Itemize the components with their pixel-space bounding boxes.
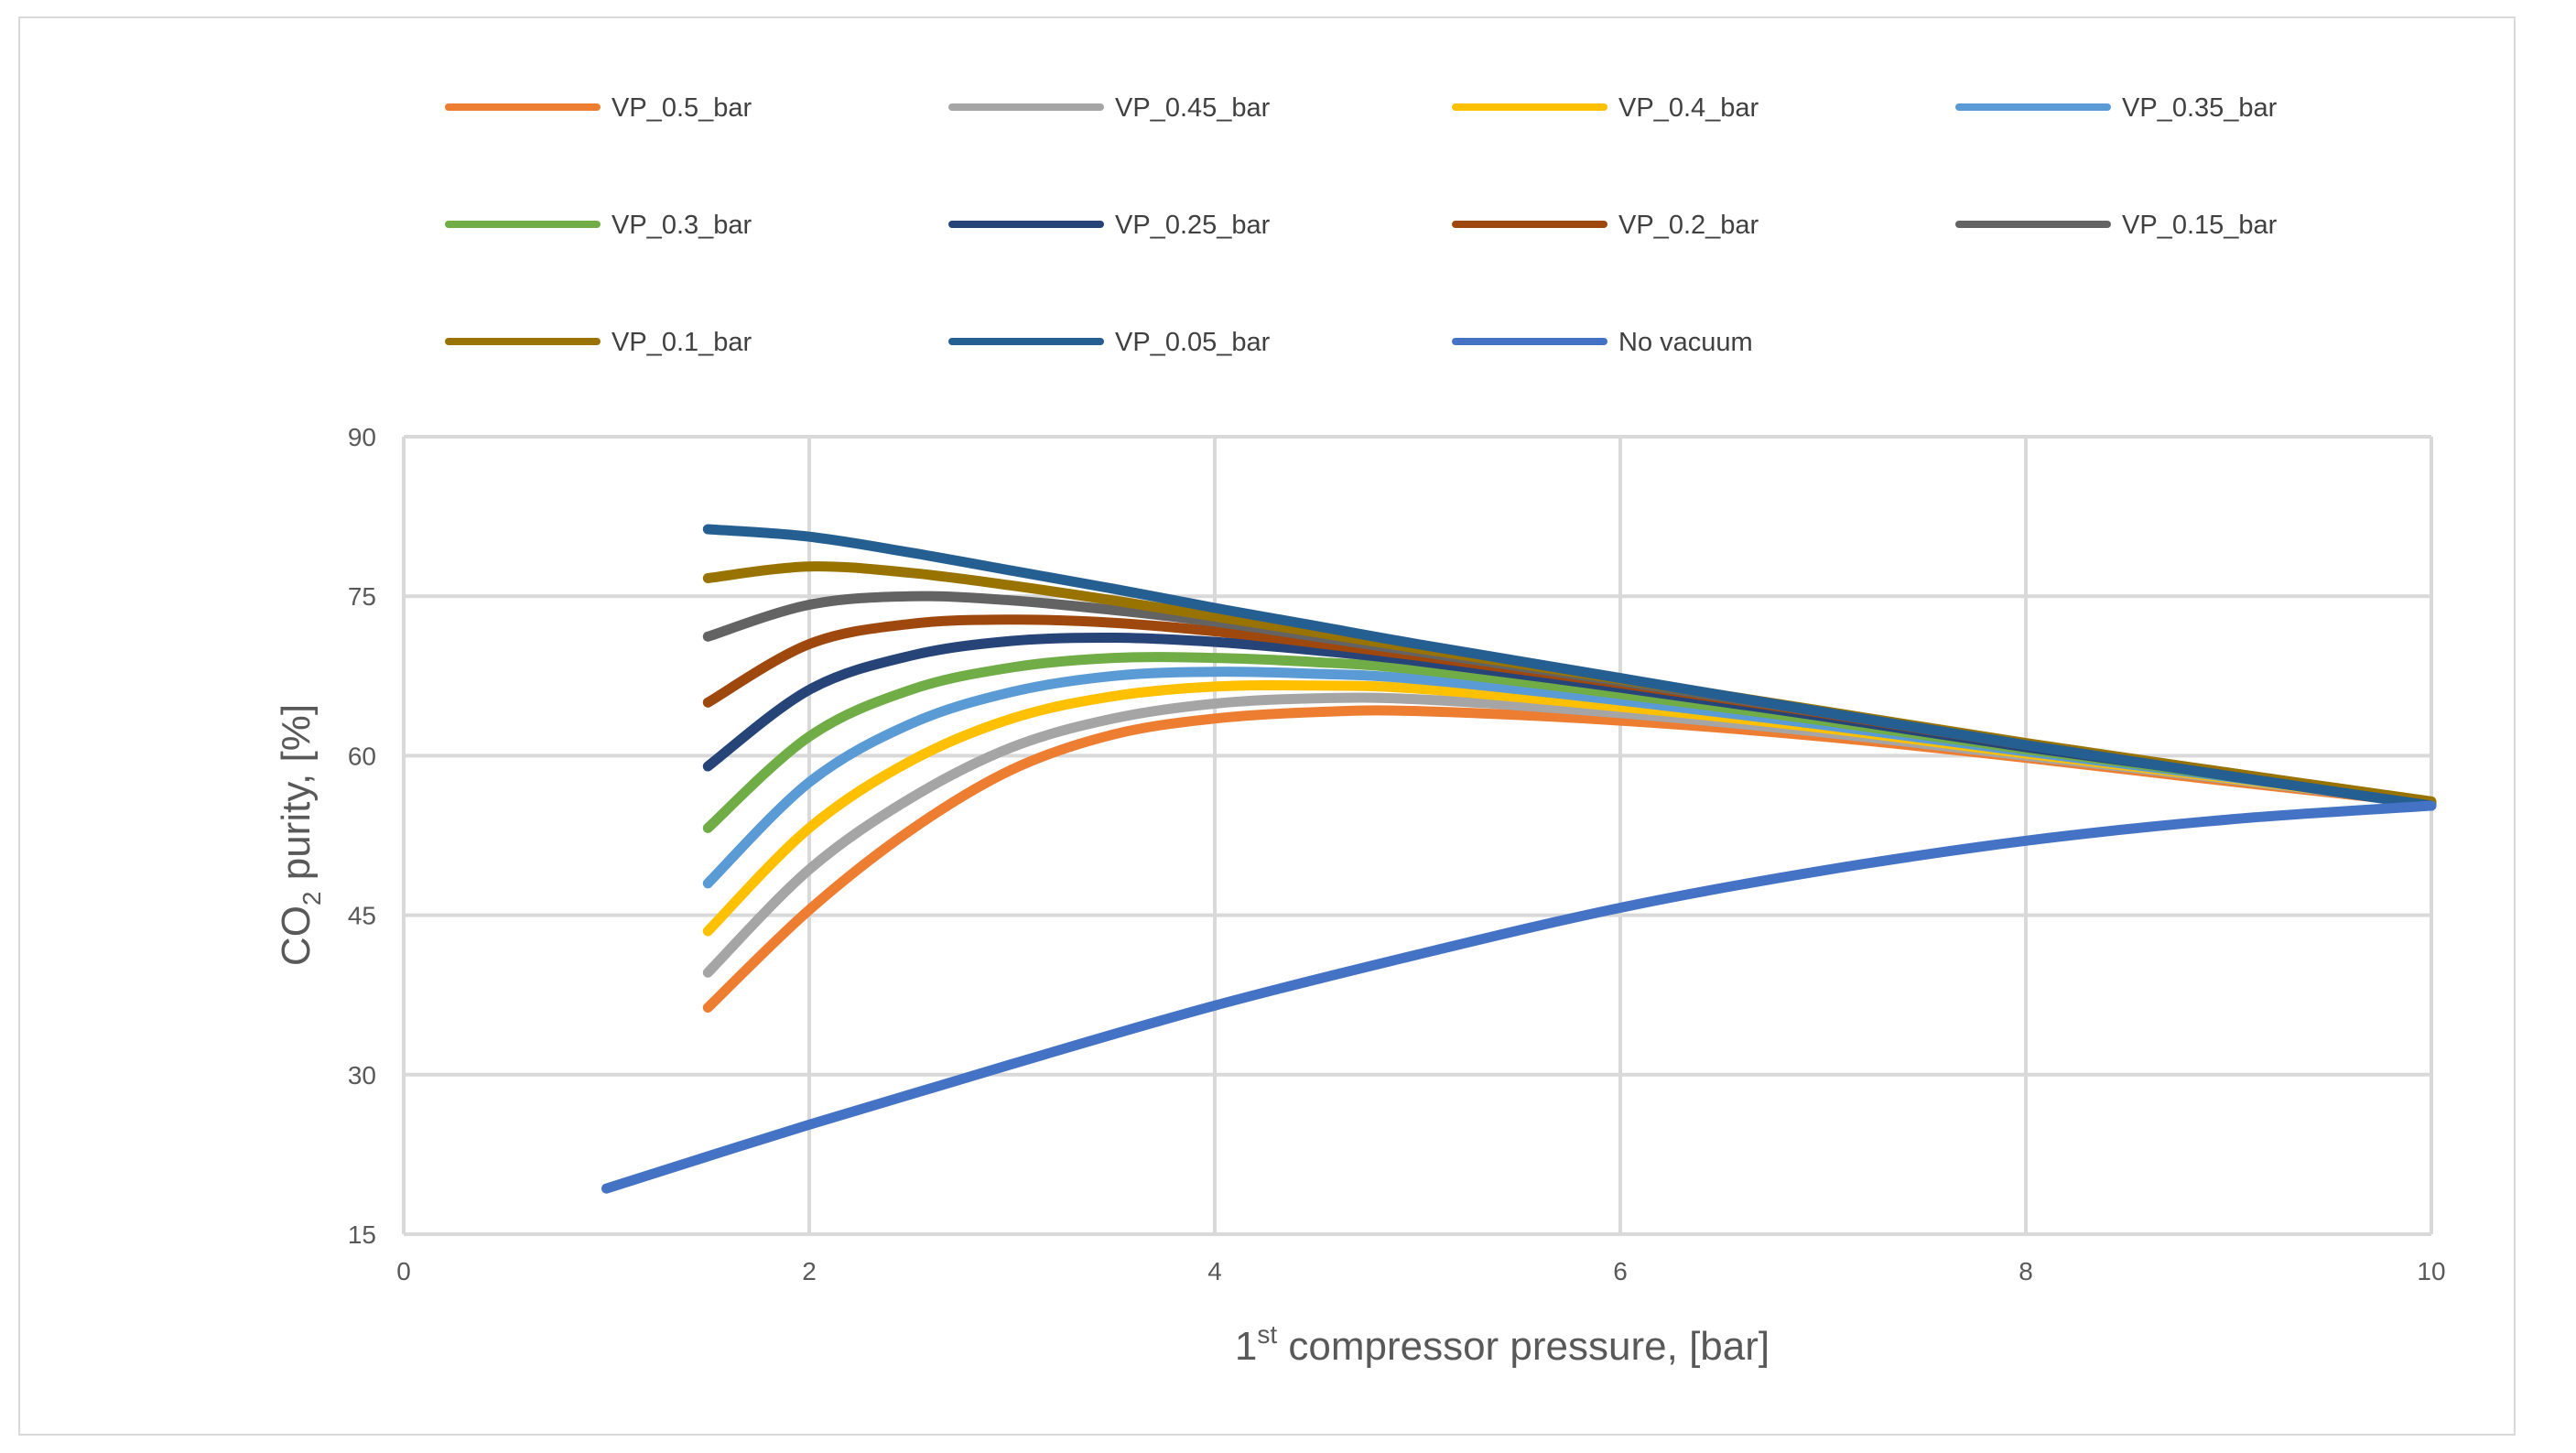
legend-label-vp-0-35-bar: VP_0.35_bar <box>2122 93 2278 123</box>
legend-label-vp-0-05-bar: VP_0.05_bar <box>1115 328 1271 357</box>
x-tick-label: 2 <box>802 1257 817 1285</box>
y-tick-label: 90 <box>348 423 376 451</box>
legend-label-no-vacuum: No vacuum <box>1618 328 1753 357</box>
legend-label-vp-0-3-bar: VP_0.3_bar <box>612 211 752 240</box>
x-tick-label: 0 <box>396 1257 411 1285</box>
x-tick-label: 4 <box>1207 1257 1222 1285</box>
x-axis-title-sup: st <box>1257 1320 1277 1349</box>
legend-label-vp-0-5-bar: VP_0.5_bar <box>612 93 752 123</box>
y-tick-label: 15 <box>348 1220 376 1249</box>
y-tick-label: 60 <box>348 742 376 770</box>
legend-label-vp-0-15-bar: VP_0.15_bar <box>2122 211 2278 240</box>
y-axis-title-rest: purity, [%] <box>274 704 319 892</box>
x-axis-title: 1st compressor pressure, [bar] <box>1235 1320 1770 1369</box>
y-tick-label: 75 <box>348 582 376 611</box>
x-tick-label: 8 <box>2019 1257 2033 1285</box>
grid-layer <box>402 435 2433 1236</box>
legend-label-vp-0-45-bar: VP_0.45_bar <box>1115 93 1271 123</box>
legend-label-vp-0-2-bar: VP_0.2_bar <box>1618 211 1759 240</box>
legend-layer: VP_0.5_bar VP_0.45_bar VP_0.4_bar VP_0.35_b… <box>445 93 2278 357</box>
x-tick-label: 10 <box>2417 1257 2445 1285</box>
y-axis-title-pre: CO <box>274 905 319 966</box>
y-tick-label: 45 <box>348 902 376 930</box>
y-axis-title-sub: 2 <box>298 892 326 906</box>
legend-label-vp-0-25-bar: VP_0.25_bar <box>1115 211 1271 240</box>
tick-layer: 15 30 45 60 75 90 0 2 4 6 8 10 <box>348 423 2446 1285</box>
x-axis-title-main: 1 <box>1235 1324 1257 1369</box>
y-tick-label: 30 <box>348 1061 376 1090</box>
chart-frame <box>18 16 2516 1436</box>
x-tick-label: 6 <box>1613 1257 1628 1285</box>
legend-label-vp-0-4-bar: VP_0.4_bar <box>1618 93 1759 123</box>
legend-label-vp-0-1-bar: VP_0.1_bar <box>612 328 752 357</box>
x-axis-title-rest: compressor pressure, [bar] <box>1277 1324 1770 1369</box>
y-axis-title: CO2 purity, [%] <box>274 704 326 966</box>
series-line-vp-0-05-bar <box>702 524 2437 811</box>
series-layer <box>601 524 2437 1194</box>
series-line-no-vacuum <box>601 800 2437 1194</box>
